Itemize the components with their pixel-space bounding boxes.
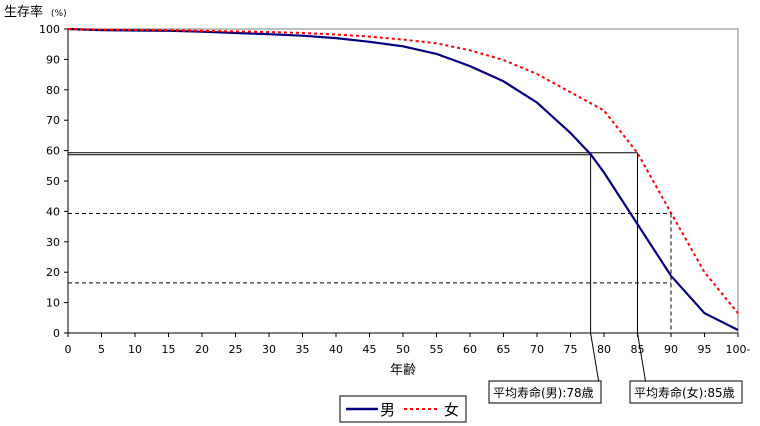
- plot-layer: 0 10 20 30 40 50 60 70 80 90 100 0 5 10 15 20 25 30 35 40 45…: [39, 23, 751, 356]
- annotation-leader: [590, 332, 600, 382]
- annotation-label: 平均寿命(男):78歳: [493, 385, 594, 400]
- x-tick-label: 45: [363, 343, 377, 356]
- x-tick-label: 60: [463, 343, 477, 356]
- y-tick-label: 40: [46, 205, 60, 218]
- x-tick-label: 85: [631, 343, 645, 356]
- annotation-leader: [637, 332, 646, 382]
- x-tick-label: 55: [430, 343, 444, 356]
- x-tick-label: 10: [128, 343, 142, 356]
- y-tick-label: 100: [39, 23, 60, 36]
- legend-label-male: 男: [380, 401, 395, 419]
- x-tick-label: 90: [664, 343, 678, 356]
- x-axis-label: 年齢: [390, 363, 416, 378]
- legend: 男女: [339, 395, 467, 423]
- x-tick-label: 20: [195, 343, 209, 356]
- y-tick-label: 30: [46, 236, 60, 249]
- legend-label-female: 女: [444, 401, 459, 419]
- plot-frame: [67, 28, 739, 334]
- x-tick-label: 70: [530, 343, 544, 356]
- x-tick-label: 5: [98, 343, 105, 356]
- annotation-box: [488, 380, 602, 404]
- x-tick-label: 75: [564, 343, 578, 356]
- y-tick-label: 70: [46, 114, 60, 127]
- x-tick-label: 35: [296, 343, 310, 356]
- x-tick-label: 30: [262, 343, 276, 356]
- annotation-label: 平均寿命(女):85歳: [634, 385, 735, 400]
- y-tick-label: 90: [46, 53, 60, 66]
- y-unit-label: (%): [51, 9, 67, 19]
- y-tick-label: 80: [46, 84, 60, 97]
- y-tick-label: 50: [46, 175, 60, 188]
- x-tick-label: 65: [497, 343, 511, 356]
- x-tick-label: 95: [698, 343, 712, 356]
- y-tick-label: 60: [46, 145, 60, 158]
- chart-title: 生存率: [4, 4, 43, 20]
- x-tick-label: 0: [65, 343, 72, 356]
- annotation-layer: 平均寿命(男):78歳 平均寿命(女):85歳: [488, 332, 743, 404]
- x-tick-label: 15: [162, 343, 176, 356]
- x-tick-label: 80: [597, 343, 611, 356]
- y-tick-label: 0: [53, 327, 60, 340]
- series-line-male: [67, 27, 739, 331]
- y-tick-label: 20: [46, 266, 60, 279]
- x-tick-label: 50: [396, 343, 410, 356]
- x-tick-label: 40: [329, 343, 343, 356]
- annotation-box: [629, 380, 743, 404]
- y-tick-label: 10: [46, 297, 60, 310]
- x-tick-label: 25: [229, 343, 243, 356]
- x-tick-label: 100-: [726, 343, 751, 356]
